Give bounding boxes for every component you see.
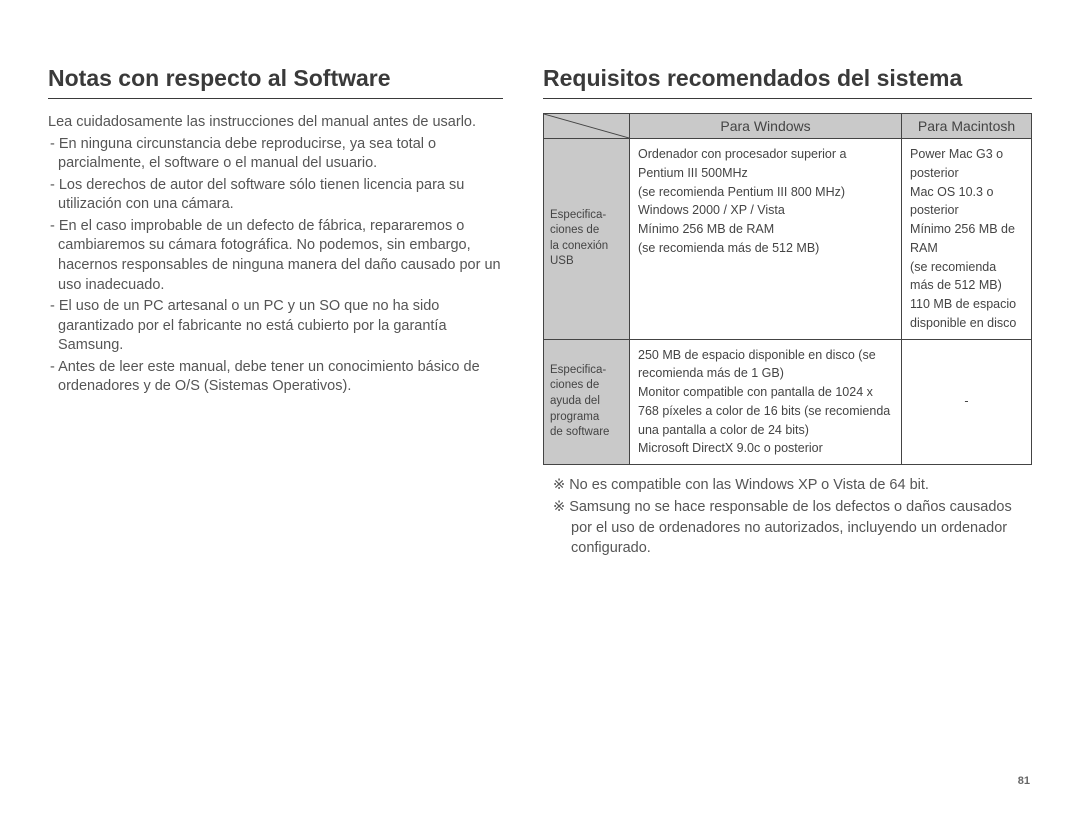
table-header-windows: Para Windows xyxy=(630,114,902,139)
left-column: Notas con respecto al Software Lea cuida… xyxy=(48,65,503,560)
table-row: Especifica-ciones deayuda delprogramade … xyxy=(544,339,1032,465)
cell-software-windows: 250 MB de espacio disponible en disco (s… xyxy=(630,339,902,465)
row-label-usb: Especifica-ciones dela conexiónUSB xyxy=(544,139,630,340)
note-item: Antes de leer este manual, debe tener un… xyxy=(48,358,503,397)
footnote-item: ※ No es compatible con las Windows XP o … xyxy=(543,475,1032,495)
left-intro-text: Lea cuidadosamente las instrucciones del… xyxy=(48,113,503,133)
footnote-text: No es compatible con las Windows XP o Vi… xyxy=(569,477,929,493)
table-header-row: Para Windows Para Macintosh xyxy=(544,114,1032,139)
page-container: Notas con respecto al Software Lea cuida… xyxy=(0,0,1080,560)
note-item: En el caso improbable de un defecto de f… xyxy=(48,217,503,295)
footnotes-block: ※ No es compatible con las Windows XP o … xyxy=(543,475,1032,558)
footnote-item: ※ Samsung no se hace responsable de los … xyxy=(543,497,1032,558)
row-label-software: Especifica-ciones deayuda delprogramade … xyxy=(544,339,630,465)
note-item: El uso de un PC artesanal o un PC y un S… xyxy=(48,297,503,356)
right-column: Requisitos recomendados del sistema Para… xyxy=(543,65,1032,560)
note-item: Los derechos de autor del software sólo … xyxy=(48,176,503,215)
note-item: En ninguna circunstancia debe reproducir… xyxy=(48,135,503,174)
cell-usb-mac: Power Mac G3 o posteriorMac OS 10.3 o po… xyxy=(902,139,1032,340)
table-corner-cell xyxy=(544,114,630,139)
requirements-table: Para Windows Para Macintosh Especifica-c… xyxy=(543,113,1032,465)
diagonal-divider-icon xyxy=(544,114,629,138)
table-row: Especifica-ciones dela conexiónUSB Orden… xyxy=(544,139,1032,340)
notes-list: En ninguna circunstancia debe reproducir… xyxy=(48,135,503,397)
page-number: 81 xyxy=(1018,775,1030,787)
cell-software-mac: - xyxy=(902,339,1032,465)
footnote-text: Samsung no se hace responsable de los de… xyxy=(569,499,1012,556)
right-section-title: Requisitos recomendados del sistema xyxy=(543,65,1032,99)
cell-usb-windows: Ordenador con procesador superior a Pent… xyxy=(630,139,902,340)
table-header-mac: Para Macintosh xyxy=(902,114,1032,139)
left-section-title: Notas con respecto al Software xyxy=(48,65,503,99)
